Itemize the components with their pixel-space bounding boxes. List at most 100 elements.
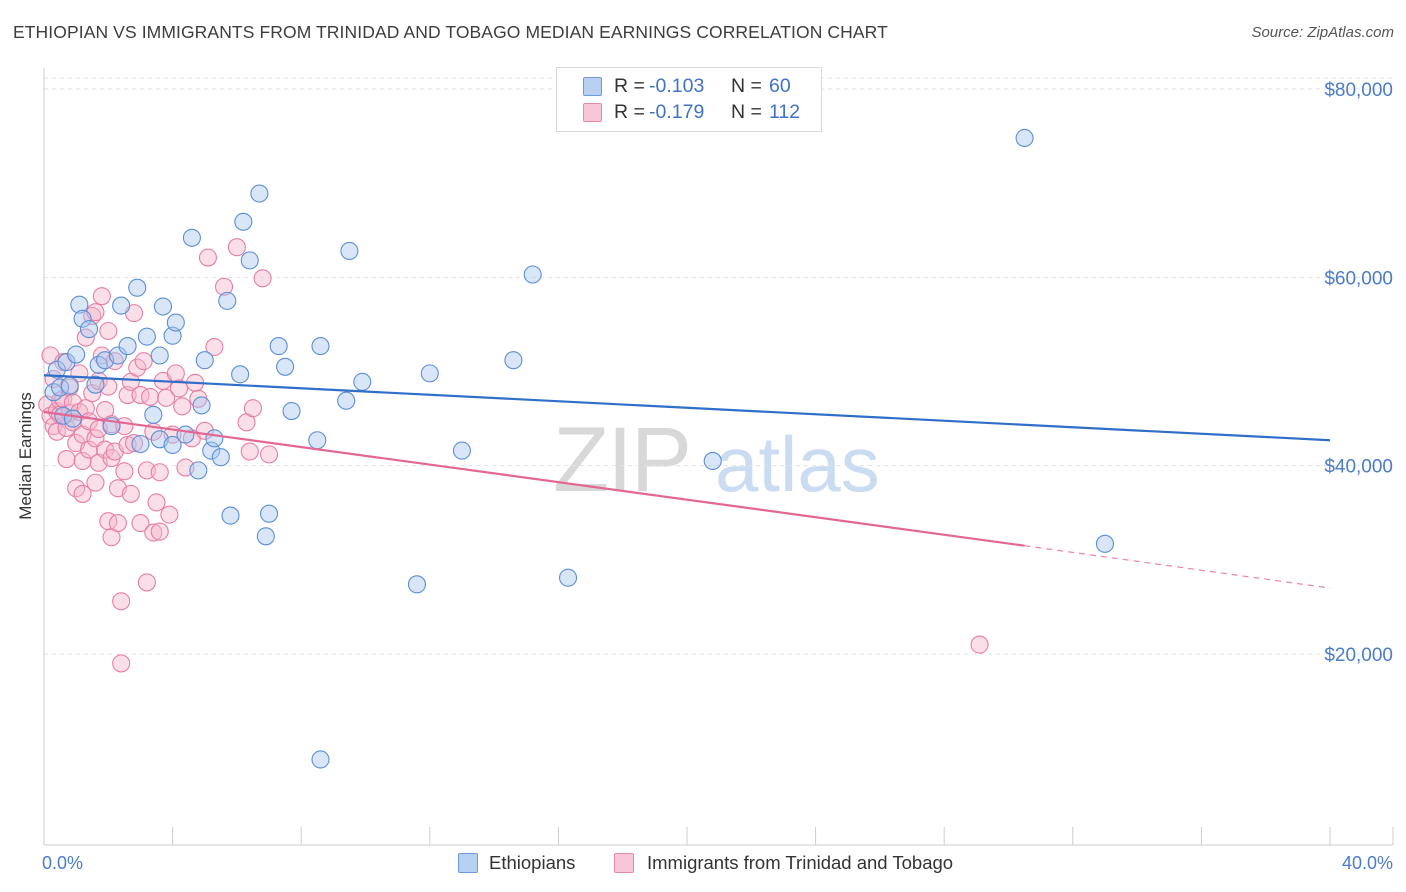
trend-line-trinidad [43,410,1025,547]
legend-r-label: R = [614,101,645,123]
data-point-ethiopians [282,401,301,421]
data-point-trinidad [128,358,147,377]
data-point-trinidad [73,484,92,503]
series-legend: Ethiopians Immigrants from Trinidad and … [0,852,1406,878]
data-point-trinidad [141,387,160,406]
data-point-trinidad [99,321,118,341]
gridlines [44,77,1393,655]
data-point-ethiopians [353,372,372,391]
data-point-ethiopians [118,337,137,356]
legend-n-value: 60 [769,75,791,97]
legend-label-trinidad: Immigrants from Trinidad and Tobago [647,852,954,873]
data-point-trinidad [198,248,218,267]
data-point-trinidad [214,277,234,296]
data-point-ethiopians [218,291,237,310]
data-point-trinidad [259,445,279,464]
data-point-trinidad [57,450,76,469]
data-point-trinidad [112,654,131,673]
legend-n-label: N = [731,75,762,97]
source-credit: Source: ZipAtlas.com [1251,24,1394,41]
trend-line-trinidad-extension [1024,545,1331,589]
data-point-trinidad [243,399,263,418]
chart-title: ETHIOPIAN VS IMMIGRANTS FROM TRINIDAD AN… [13,22,888,42]
y-axis-label: Median Earnings [16,392,35,520]
data-point-ethiopians [231,365,250,384]
data-point-ethiopians [1095,534,1114,553]
trend-lines [43,374,1331,589]
data-point-trinidad [86,473,105,492]
data-point-trinidad [112,592,131,611]
data-point-ethiopians [311,337,330,356]
data-point-ethiopians [259,504,279,523]
data-point-trinidad [73,451,92,471]
data-point-ethiopians [70,295,89,314]
data-point-ethiopians [269,337,288,356]
data-point-trinidad [144,523,163,542]
data-point-ethiopians [108,346,127,365]
data-point-ethiopians [205,429,224,448]
data-point-ethiopians [57,353,76,372]
data-point-ethiopians [128,278,147,297]
legend-row-ethiopians: R = -0.103 N = 60 [557,74,821,100]
x-tick-labels: 0.0% 40.0% [42,853,1393,873]
data-point-ethiopians [144,405,163,424]
series-ethiopians-points [44,128,1114,769]
data-point-ethiopians [47,360,66,379]
legend-swatch-blue [583,77,602,96]
data-point-ethiopians [311,750,330,769]
correlation-legend: R = -0.103 N = 60 R = -0.179 N = 112 [556,67,822,132]
data-point-trinidad [79,440,99,459]
y-tick-label: $60,000 [1324,268,1393,289]
legend-swatch-blue [458,853,478,873]
data-point-ethiopians [86,375,105,394]
data-point-trinidad [137,573,156,592]
legend-r-value: -0.179 [649,101,705,123]
data-point-trinidad [147,493,166,512]
x-tick-label: 40.0% [1342,853,1393,873]
data-point-trinidad [173,397,192,416]
data-point-ethiopians [166,313,185,332]
data-point-ethiopians [150,346,169,365]
data-point-trinidad [131,514,150,533]
data-point-ethiopians [221,506,240,525]
data-point-ethiopians [420,364,439,383]
data-point-ethiopians [340,241,359,261]
legend-r-label: R = [614,75,645,97]
data-point-ethiopians [276,357,295,376]
data-point-ethiopians [250,184,269,203]
watermark: ZIP atlas [553,409,880,511]
legend-row-trinidad: R = -0.179 N = 112 [557,100,821,126]
watermark-atlas: atlas [715,420,880,508]
legend-swatch-pink [614,853,634,873]
data-point-trinidad [169,379,189,398]
data-point-ethiopians [137,327,156,346]
data-point-ethiopians [504,351,523,370]
data-point-ethiopians [67,345,86,364]
data-point-ethiopians [195,351,214,370]
data-point-ethiopians [523,265,542,284]
data-point-trinidad [118,435,137,455]
y-tick-labels: $20,000 $40,000 $60,000 $80,000 [1324,80,1393,666]
data-point-trinidad [134,352,153,371]
data-point-trinidad [205,337,224,357]
data-point-ethiopians [163,435,182,455]
data-point-ethiopians [308,431,327,450]
data-point-trinidad [253,269,272,288]
data-point-ethiopians [337,391,356,410]
y-tick-label: $40,000 [1324,457,1393,478]
data-point-ethiopians [176,425,195,444]
data-point-trinidad [150,522,169,541]
data-point-ethiopians [703,451,722,471]
data-point-ethiopians [182,228,201,247]
data-point-ethiopians [192,396,211,415]
data-point-ethiopians [452,441,472,460]
legend-n-value: 112 [769,101,801,123]
data-point-trinidad [240,442,259,461]
data-point-trinidad [227,238,246,257]
data-point-ethiopians [211,448,230,467]
data-point-trinidad [157,388,176,407]
axes [43,68,1394,846]
data-point-ethiopians [234,212,253,231]
data-point-ethiopians [558,568,578,587]
